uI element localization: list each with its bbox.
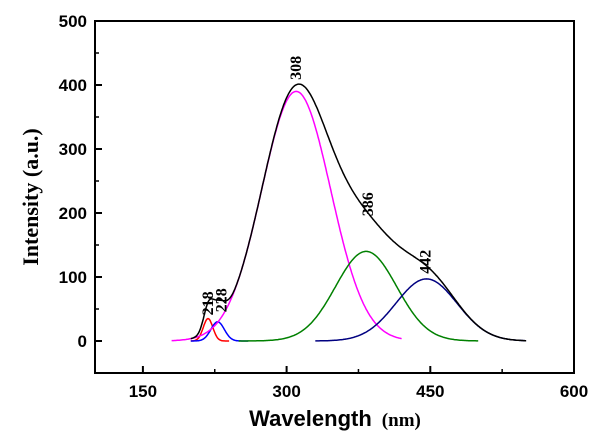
peak-label-386: 386 xyxy=(360,192,377,216)
peak-label-228: 228 xyxy=(214,288,231,312)
x-tick-label: 600 xyxy=(560,382,588,401)
y-tick-label: 100 xyxy=(59,268,87,287)
y-axis: 0 100 200 300 400 500 xyxy=(59,12,102,351)
series-peak-386 xyxy=(238,250,479,342)
plot-area xyxy=(171,83,527,342)
plot-frame xyxy=(94,20,575,374)
peak-label-442: 442 xyxy=(418,250,435,274)
x-tick-label: 300 xyxy=(272,382,300,401)
y-tick-label: 200 xyxy=(59,204,87,223)
series-peak-218 xyxy=(190,317,230,342)
peak-label-218: 218 xyxy=(200,291,217,315)
series-peak-442 xyxy=(315,278,527,342)
y-axis-title: Intensity (a.u.) xyxy=(18,128,43,266)
y-tick-label: 400 xyxy=(59,76,87,95)
series-peak-308 xyxy=(171,90,402,342)
x-tick-label: 150 xyxy=(129,382,157,401)
series-envelope xyxy=(190,83,527,342)
peak-label-308: 308 xyxy=(288,56,305,80)
y-tick-label: 300 xyxy=(59,140,87,159)
y-tick-label: 0 xyxy=(78,332,87,351)
x-tick-label: 450 xyxy=(416,382,444,401)
x-axis-title: Wavelength (nm) xyxy=(249,406,421,431)
y-tick-label: 500 xyxy=(59,12,87,31)
x-axis: 150 300 450 600 xyxy=(129,366,588,401)
